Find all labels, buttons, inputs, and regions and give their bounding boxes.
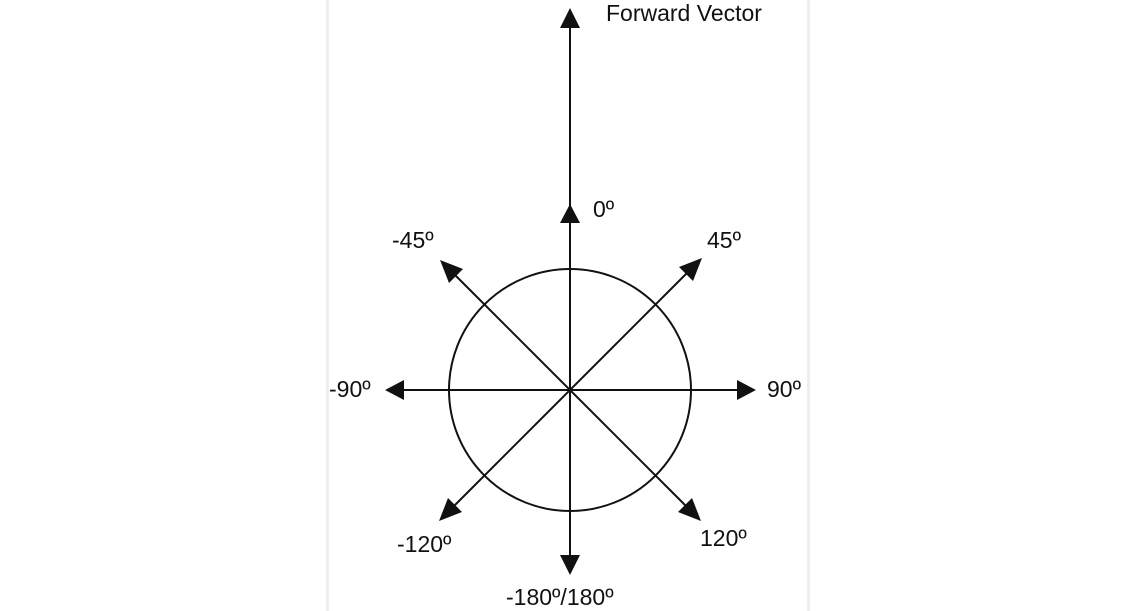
label-0-deg: 0º xyxy=(593,196,615,222)
arrow-90-deg xyxy=(737,380,756,400)
label-neg90-deg: -90º xyxy=(329,376,371,402)
label-neg45-deg: -45º xyxy=(392,227,434,253)
arrow-45-deg xyxy=(679,258,702,281)
arrow-0-deg xyxy=(560,204,580,223)
arrow-neg90-deg xyxy=(385,380,404,400)
content-panel xyxy=(326,0,810,611)
arrow-120-deg xyxy=(678,498,701,521)
arrow-neg120-deg xyxy=(439,498,462,521)
diagonal-45-neg120-line xyxy=(451,271,689,509)
diagonal-neg45-120-line xyxy=(453,273,689,509)
label-180-deg: -180º/180º xyxy=(506,584,614,610)
arrow-neg45-deg xyxy=(440,260,463,283)
forward-vector-label: Forward Vector xyxy=(606,0,762,26)
label-90-deg: 90º xyxy=(767,376,802,402)
forward-vector-arrowhead xyxy=(560,8,580,28)
label-neg120-deg: -120º xyxy=(397,531,452,557)
label-120-deg: 120º xyxy=(700,525,747,551)
arrow-180-deg xyxy=(560,555,580,575)
label-45-deg: 45º xyxy=(707,227,742,253)
